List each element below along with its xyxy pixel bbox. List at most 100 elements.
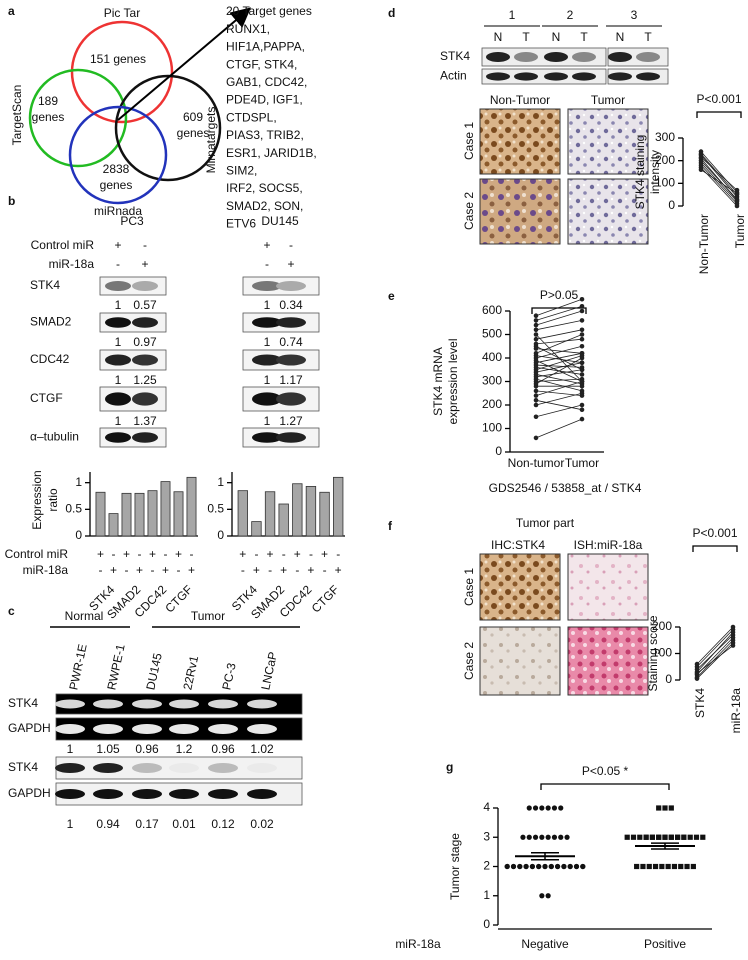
label: + bbox=[335, 563, 342, 577]
label: genes bbox=[100, 178, 133, 192]
label: miR-18a bbox=[49, 257, 95, 271]
label: Case 1 bbox=[462, 568, 476, 606]
data-point bbox=[579, 296, 585, 302]
blot-band bbox=[252, 281, 282, 291]
data-point bbox=[579, 360, 585, 366]
blot-band bbox=[55, 699, 85, 709]
data-point bbox=[573, 863, 580, 870]
y-axis-label: ratio bbox=[46, 488, 60, 512]
blot-band bbox=[208, 789, 238, 799]
label: Non-Tumor bbox=[490, 93, 550, 107]
data-point bbox=[634, 863, 640, 870]
y-tick-label: 2 bbox=[483, 859, 490, 873]
data-point bbox=[551, 805, 558, 811]
label: Normal bbox=[65, 609, 104, 623]
label: 1 bbox=[115, 298, 122, 312]
label: 0.74 bbox=[279, 335, 303, 349]
venn-circle bbox=[68, 105, 168, 205]
label: 20 Target genes bbox=[226, 4, 312, 18]
blot-band bbox=[93, 724, 123, 734]
pair-line bbox=[535, 305, 583, 321]
label: T bbox=[644, 30, 652, 44]
label: 0.01 bbox=[172, 817, 196, 831]
data-point bbox=[684, 863, 690, 870]
data-point bbox=[624, 834, 630, 840]
label: genes bbox=[32, 110, 65, 124]
y-axis-label: Expression bbox=[30, 470, 44, 529]
label: - bbox=[177, 563, 181, 577]
label: miR-18a bbox=[23, 563, 69, 577]
significance-bracket bbox=[692, 545, 738, 552]
label: CTGF, STK4, bbox=[226, 57, 297, 71]
label: DU145 bbox=[143, 652, 165, 692]
data-point bbox=[694, 671, 700, 676]
label: HIF1A,PAPPA, bbox=[226, 40, 305, 54]
label: CTGF bbox=[309, 582, 342, 615]
label: 0.02 bbox=[250, 817, 274, 831]
data-point bbox=[555, 863, 561, 870]
label: - bbox=[116, 257, 120, 271]
data-point bbox=[510, 863, 517, 870]
blot-band bbox=[55, 789, 85, 799]
label: PWR-1E bbox=[66, 643, 89, 692]
label: - bbox=[323, 563, 327, 577]
label: - bbox=[138, 547, 142, 561]
data-point bbox=[558, 834, 564, 840]
label: RUNX1, bbox=[226, 22, 270, 36]
pair-line bbox=[696, 639, 734, 678]
label: 0.94 bbox=[96, 817, 120, 831]
blot-band bbox=[105, 317, 131, 328]
bar bbox=[186, 476, 197, 537]
pair-line bbox=[535, 392, 583, 406]
label: - bbox=[289, 238, 293, 252]
data-point bbox=[536, 863, 542, 870]
data-point bbox=[579, 336, 585, 342]
pair-line bbox=[700, 169, 738, 194]
significance: P<0.001 bbox=[696, 92, 741, 106]
label: - bbox=[254, 547, 258, 561]
pair-line bbox=[535, 310, 583, 326]
blot-band bbox=[105, 432, 131, 443]
blot-band bbox=[252, 432, 282, 443]
pair-line bbox=[535, 355, 583, 364]
data-point bbox=[533, 332, 539, 337]
pair-line bbox=[535, 334, 583, 354]
pair-line bbox=[535, 348, 583, 354]
data-point bbox=[539, 834, 545, 840]
label: IRF2, SOCS5, bbox=[226, 181, 303, 195]
label: 0.57 bbox=[133, 298, 157, 312]
label: genes bbox=[177, 126, 210, 140]
label: miR-18a bbox=[395, 937, 441, 951]
label: 1.37 bbox=[133, 414, 157, 428]
blot-band bbox=[132, 432, 158, 443]
data-point bbox=[532, 805, 539, 811]
data-point bbox=[542, 863, 548, 870]
data-point bbox=[579, 416, 585, 422]
y-tick-label: 3 bbox=[483, 829, 490, 843]
pair-line bbox=[696, 629, 734, 668]
significance-bracket bbox=[531, 307, 587, 314]
label: - bbox=[309, 547, 313, 561]
data-point bbox=[734, 203, 740, 209]
pair-line bbox=[535, 320, 583, 331]
data-point bbox=[630, 834, 637, 840]
blot-band bbox=[132, 317, 158, 328]
label: 1 bbox=[115, 373, 122, 387]
label: LNCaP bbox=[258, 651, 280, 692]
label: GAPDH bbox=[8, 721, 51, 735]
data-point bbox=[526, 834, 532, 840]
label: 1 bbox=[115, 335, 122, 349]
data-point bbox=[698, 156, 704, 161]
x-tick-label: Non-tumor bbox=[508, 456, 565, 470]
label: 189 bbox=[38, 94, 58, 108]
blot-band bbox=[169, 724, 199, 734]
data-point bbox=[579, 304, 585, 309]
data-point bbox=[734, 191, 740, 196]
y-tick-label: 0 bbox=[75, 528, 82, 542]
label: 1 bbox=[264, 298, 271, 312]
label: - bbox=[282, 547, 286, 561]
label: PC-3 bbox=[219, 661, 238, 691]
data-point bbox=[579, 332, 585, 337]
data-point bbox=[533, 318, 539, 323]
y-tick-label: 100 bbox=[652, 646, 672, 660]
